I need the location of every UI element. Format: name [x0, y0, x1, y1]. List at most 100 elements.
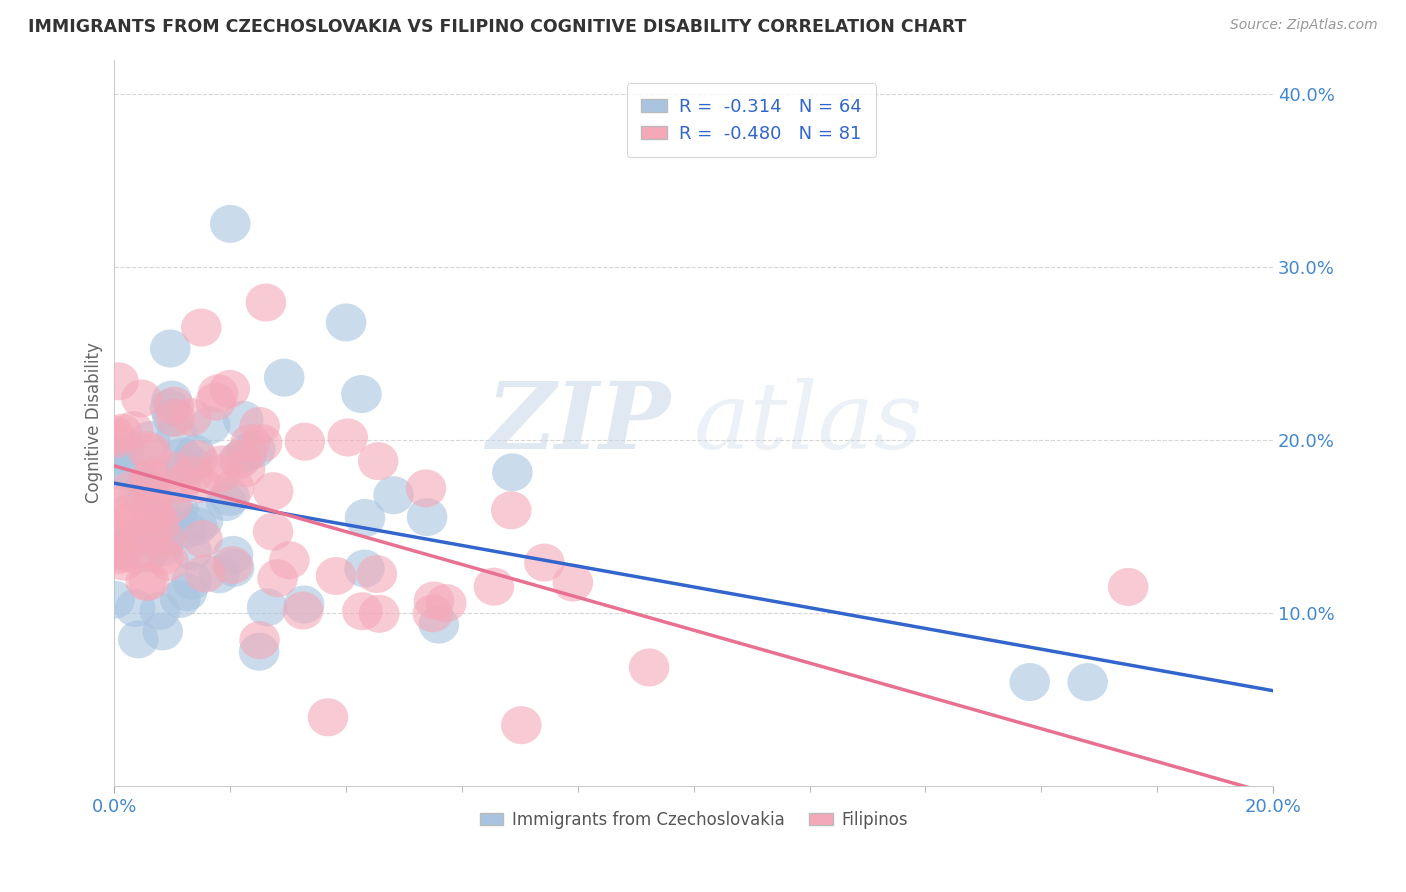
Ellipse shape	[198, 375, 239, 412]
Ellipse shape	[326, 303, 367, 342]
Ellipse shape	[628, 648, 669, 687]
Ellipse shape	[160, 466, 201, 503]
Ellipse shape	[127, 431, 167, 469]
Ellipse shape	[190, 406, 231, 444]
Ellipse shape	[183, 501, 224, 540]
Ellipse shape	[283, 591, 323, 630]
Ellipse shape	[160, 580, 201, 618]
Ellipse shape	[139, 591, 180, 630]
Ellipse shape	[344, 549, 385, 588]
Ellipse shape	[212, 546, 253, 584]
Ellipse shape	[100, 529, 141, 566]
Ellipse shape	[132, 481, 173, 518]
Ellipse shape	[205, 483, 246, 521]
Ellipse shape	[166, 510, 207, 549]
Ellipse shape	[342, 375, 381, 413]
Ellipse shape	[142, 613, 183, 650]
Text: atlas: atlas	[693, 377, 924, 467]
Ellipse shape	[108, 472, 149, 510]
Ellipse shape	[159, 491, 198, 529]
Ellipse shape	[195, 383, 236, 421]
Ellipse shape	[253, 472, 294, 510]
Ellipse shape	[269, 541, 309, 579]
Ellipse shape	[127, 468, 167, 507]
Ellipse shape	[121, 517, 162, 555]
Ellipse shape	[150, 329, 191, 368]
Ellipse shape	[221, 440, 262, 477]
Ellipse shape	[1108, 568, 1149, 606]
Ellipse shape	[181, 309, 222, 347]
Ellipse shape	[150, 451, 191, 489]
Ellipse shape	[212, 536, 253, 574]
Ellipse shape	[145, 519, 184, 558]
Ellipse shape	[129, 516, 170, 555]
Ellipse shape	[1010, 663, 1050, 701]
Ellipse shape	[131, 434, 172, 472]
Ellipse shape	[344, 499, 385, 537]
Ellipse shape	[183, 520, 222, 558]
Ellipse shape	[96, 420, 136, 458]
Ellipse shape	[492, 453, 533, 491]
Ellipse shape	[114, 499, 155, 537]
Ellipse shape	[359, 595, 399, 632]
Ellipse shape	[553, 564, 593, 601]
Text: ZIP: ZIP	[486, 377, 671, 467]
Ellipse shape	[104, 542, 145, 581]
Ellipse shape	[172, 398, 212, 436]
Ellipse shape	[115, 536, 156, 574]
Ellipse shape	[184, 555, 225, 592]
Ellipse shape	[129, 459, 170, 498]
Ellipse shape	[316, 557, 356, 595]
Ellipse shape	[97, 436, 138, 475]
Ellipse shape	[226, 434, 267, 472]
Ellipse shape	[524, 543, 565, 582]
Ellipse shape	[180, 465, 221, 503]
Ellipse shape	[98, 536, 139, 574]
Ellipse shape	[101, 414, 142, 451]
Ellipse shape	[104, 484, 145, 523]
Ellipse shape	[142, 514, 183, 552]
Ellipse shape	[129, 421, 170, 459]
Ellipse shape	[359, 442, 398, 480]
Ellipse shape	[139, 505, 180, 543]
Ellipse shape	[172, 533, 212, 570]
Ellipse shape	[264, 359, 305, 397]
Ellipse shape	[426, 584, 467, 622]
Ellipse shape	[419, 606, 460, 644]
Ellipse shape	[209, 370, 250, 408]
Ellipse shape	[118, 620, 159, 658]
Ellipse shape	[209, 478, 250, 516]
Ellipse shape	[373, 476, 413, 514]
Ellipse shape	[239, 407, 280, 445]
Ellipse shape	[162, 438, 202, 475]
Ellipse shape	[413, 582, 454, 620]
Ellipse shape	[128, 463, 169, 501]
Y-axis label: Cognitive Disability: Cognitive Disability	[86, 343, 103, 503]
Ellipse shape	[225, 450, 266, 487]
Ellipse shape	[357, 555, 396, 593]
Ellipse shape	[157, 415, 197, 452]
Ellipse shape	[152, 485, 193, 524]
Ellipse shape	[209, 205, 250, 243]
Ellipse shape	[135, 495, 176, 533]
Ellipse shape	[1067, 663, 1108, 701]
Ellipse shape	[406, 469, 446, 508]
Ellipse shape	[174, 434, 215, 473]
Ellipse shape	[214, 468, 254, 507]
Ellipse shape	[200, 556, 239, 593]
Ellipse shape	[406, 498, 447, 536]
Ellipse shape	[253, 513, 294, 550]
Ellipse shape	[121, 379, 162, 417]
Ellipse shape	[131, 495, 172, 533]
Ellipse shape	[153, 386, 194, 425]
Ellipse shape	[149, 389, 190, 427]
Ellipse shape	[177, 440, 218, 478]
Text: Source: ZipAtlas.com: Source: ZipAtlas.com	[1230, 18, 1378, 32]
Ellipse shape	[143, 537, 184, 575]
Ellipse shape	[115, 589, 156, 627]
Ellipse shape	[328, 418, 368, 457]
Ellipse shape	[165, 448, 205, 486]
Ellipse shape	[149, 543, 190, 581]
Ellipse shape	[501, 706, 541, 744]
Ellipse shape	[98, 362, 139, 401]
